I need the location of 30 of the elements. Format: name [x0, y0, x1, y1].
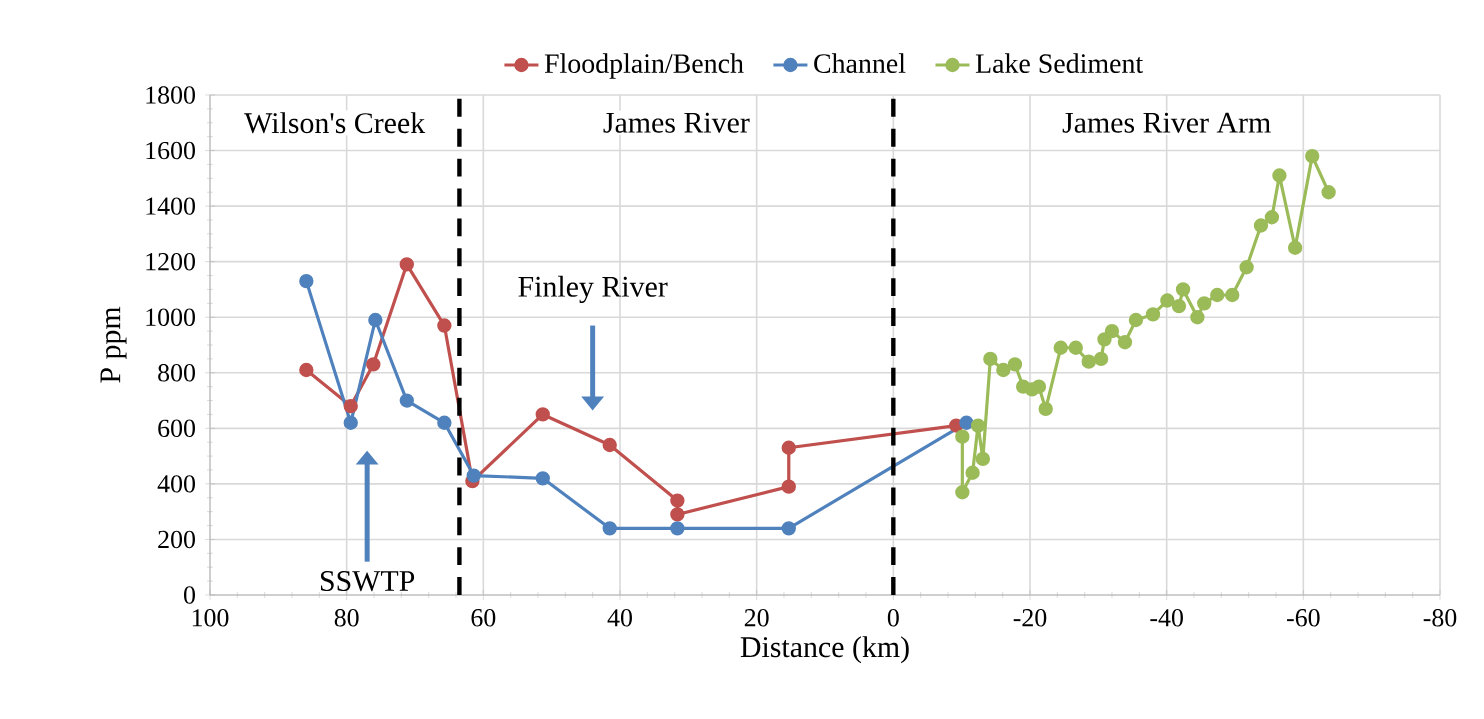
y-tick-label: 1400	[146, 197, 195, 215]
legend-label: Lake Sediment	[975, 53, 1144, 74]
annotation: SSWTP	[320, 571, 415, 592]
x-tick-label: 40	[607, 609, 632, 627]
y-tick-label: 1200	[146, 252, 195, 271]
legend-label: Channel	[814, 53, 906, 74]
x-tick-label: 0	[887, 609, 899, 627]
annotation: Wilson's Creek	[244, 112, 426, 134]
y-tick-label: 400	[157, 475, 195, 493]
y-tick-label: 200	[158, 530, 195, 549]
x-tick-label: -20	[1013, 609, 1047, 627]
annotation: Finley River	[518, 275, 668, 304]
x-tick-label: -80	[1423, 609, 1457, 627]
x-tick-label: 20	[744, 609, 769, 627]
y-tick-label: 1600	[146, 141, 195, 160]
y-tick-label: 600	[158, 419, 195, 438]
x-tick-label: 80	[334, 609, 359, 627]
x-tick-label: -40	[1150, 609, 1183, 627]
y-tick-label: 1000	[146, 308, 195, 326]
y-tick-label: 0	[184, 586, 195, 604]
y-tick-label: 1800	[146, 86, 195, 104]
x-axis-title: Distance (km)	[740, 636, 909, 664]
legend-label: Floodplain/Bench	[544, 53, 744, 79]
y-axis-title: P ppm	[100, 306, 127, 383]
x-tick-label: 60	[471, 609, 496, 627]
x-tick-label: 100	[192, 609, 229, 627]
annotation: James River	[603, 112, 750, 133]
y-tick-label: 800	[158, 364, 195, 382]
x-tick-label: -60	[1287, 609, 1320, 627]
annotation: James River Arm	[1062, 112, 1271, 133]
